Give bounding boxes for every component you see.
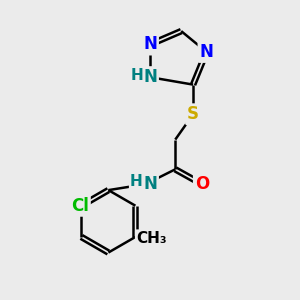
Text: N: N: [143, 68, 157, 86]
Text: S: S: [187, 105, 199, 123]
Text: N: N: [200, 43, 213, 61]
Text: N: N: [143, 35, 157, 53]
Text: Cl: Cl: [71, 197, 89, 215]
Text: O: O: [195, 175, 209, 193]
Text: CH₃: CH₃: [136, 231, 167, 246]
Text: N: N: [143, 175, 157, 193]
Text: H: H: [130, 174, 142, 189]
Text: H: H: [130, 68, 143, 83]
